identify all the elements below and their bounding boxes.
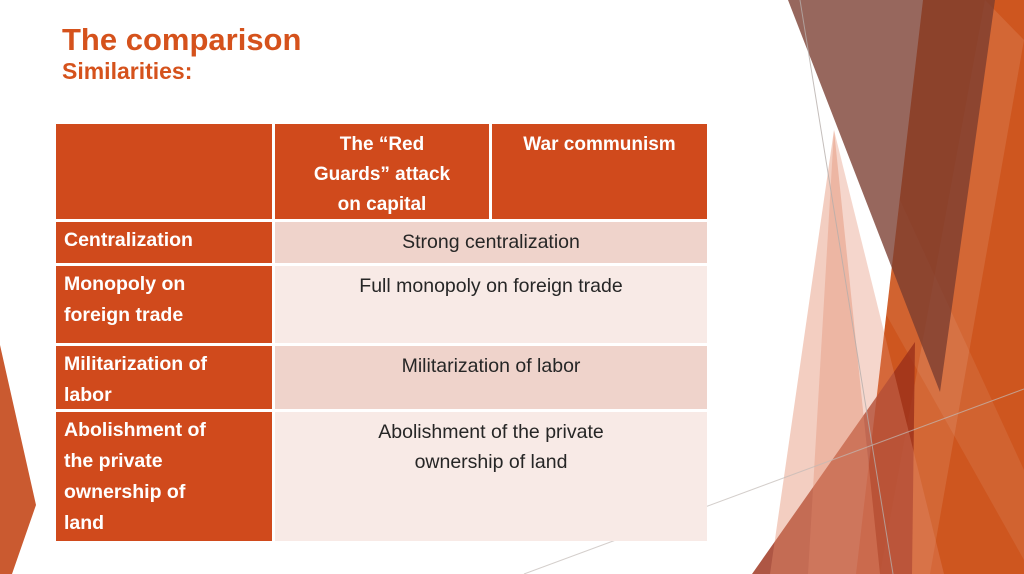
slide-subtitle: Similarities: <box>62 58 193 84</box>
deco-brick-triangle <box>752 342 915 574</box>
table-header-red-guards: The “Red Guards” attack on capital <box>275 124 489 219</box>
table-header-war-communism-label: War communism <box>523 134 676 155</box>
row-label-text: Abolishment of the private ownership of … <box>64 419 206 534</box>
table-row-label-centralization: Centralization <box>56 222 272 263</box>
table-row-label-militarization: Militarization of labor <box>56 346 272 409</box>
table-header-red-guards-label: The “Red Guards” attack on capital <box>313 134 451 215</box>
deco-orange-slab <box>856 0 1024 574</box>
deco-peach-triangle-2 <box>808 130 944 574</box>
row-label-text: Monopoly on foreign trade <box>64 273 186 326</box>
deco-light-band-2 <box>878 200 1024 560</box>
deco-mauve-triangle <box>788 0 995 392</box>
deco-line-steep <box>799 0 894 574</box>
slide-title: The comparison <box>62 22 302 57</box>
table-row-value-monopoly: Full monopoly on foreign trade <box>275 266 707 343</box>
table-row-label-abolishment: Abolishment of the private ownership of … <box>56 412 272 541</box>
table-row-value-abolishment: Abolishment of the private ownership of … <box>275 412 707 541</box>
table-row-value-militarization: Militarization of labor <box>275 346 707 409</box>
deco-peach-triangle-1 <box>770 130 880 574</box>
row-value-text: Militarization of labor <box>401 355 581 377</box>
comparison-table: The “Red Guards” attack on capital War c… <box>56 124 707 541</box>
row-label-text: Militarization of labor <box>64 353 207 406</box>
table-row-value-centralization: Strong centralization <box>275 222 707 263</box>
deco-left-wedge <box>0 345 36 574</box>
row-value-text: Full monopoly on foreign trade <box>359 275 623 297</box>
table-header-empty-cell <box>56 124 272 219</box>
table-row-label-monopoly: Monopoly on foreign trade <box>56 266 272 343</box>
row-label-text: Centralization <box>64 229 193 251</box>
table-header-war-communism: War communism <box>492 124 707 219</box>
deco-light-band-1 <box>880 0 1024 574</box>
row-value-text: Abolishment of the private ownership of … <box>378 421 604 473</box>
row-value-text: Strong centralization <box>402 231 580 253</box>
